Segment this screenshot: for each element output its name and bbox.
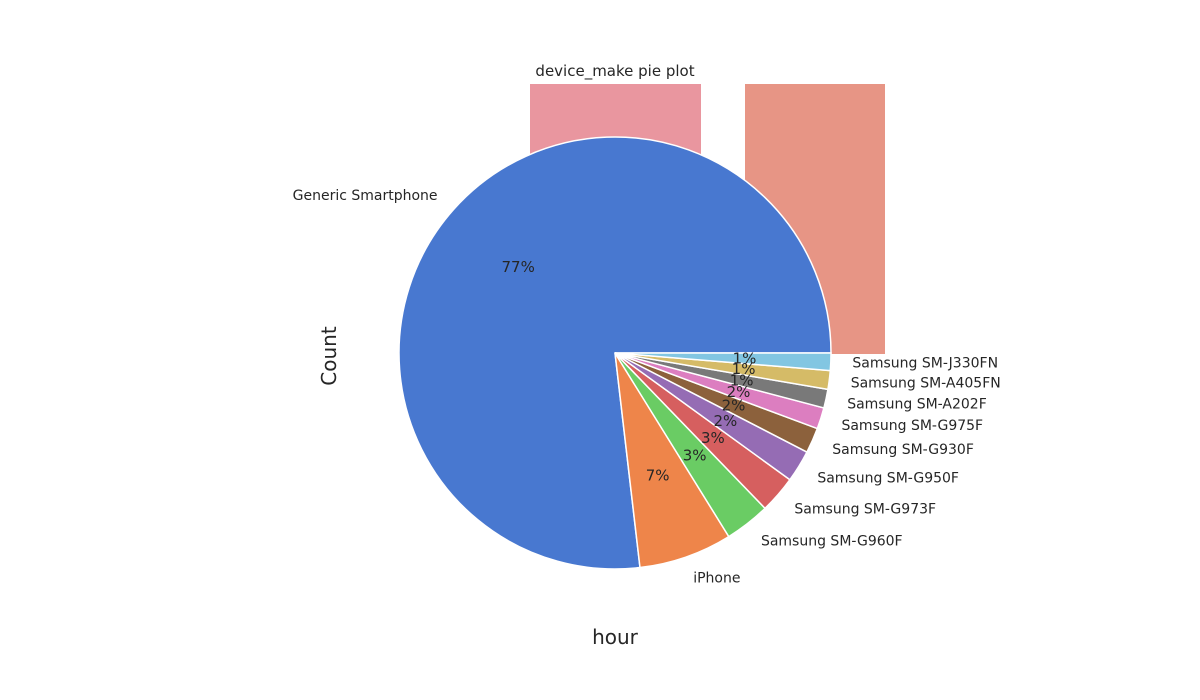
- slice-percent-label: 1%: [732, 360, 756, 378]
- slice-label: Samsung SM-A202F: [847, 396, 987, 412]
- slice-label: Samsung SM-G930F: [832, 442, 974, 458]
- slice-label: Samsung SM-A405FN: [851, 376, 1001, 392]
- slice-label: iPhone: [693, 570, 740, 586]
- slice-label: Samsung SM-J330FN: [852, 356, 998, 372]
- slice-percent-label: 3%: [701, 429, 725, 447]
- slice-label: Samsung SM-G960F: [761, 533, 903, 549]
- slice-label: Samsung SM-G973F: [794, 502, 936, 518]
- y-axis-label: Count: [317, 326, 341, 386]
- slice-percent-label: 3%: [683, 446, 707, 464]
- slice-percent-label: 1%: [730, 371, 754, 389]
- slice-label: Generic Smartphone: [293, 188, 438, 204]
- slice-percent-label: 77%: [502, 258, 535, 276]
- pie-labels: Generic Smartphone 77% iPhone 7% Samsung SM-…: [293, 188, 1001, 586]
- slice-label: Samsung SM-G975F: [841, 418, 983, 434]
- slice-percent-label: 1%: [733, 349, 757, 367]
- slice-label: Samsung SM-G950F: [817, 471, 959, 487]
- pie-slices: [398, 136, 832, 570]
- pie-slice: [614, 352, 832, 372]
- slice-percent-label: 7%: [646, 466, 670, 484]
- chart-title: device_make pie plot: [535, 62, 694, 81]
- slice-percent-label: 2%: [722, 396, 746, 414]
- slice-percent-label: 2%: [713, 412, 737, 430]
- x-axis-label: hour: [592, 625, 639, 649]
- slice-percent-label: 2%: [727, 383, 751, 401]
